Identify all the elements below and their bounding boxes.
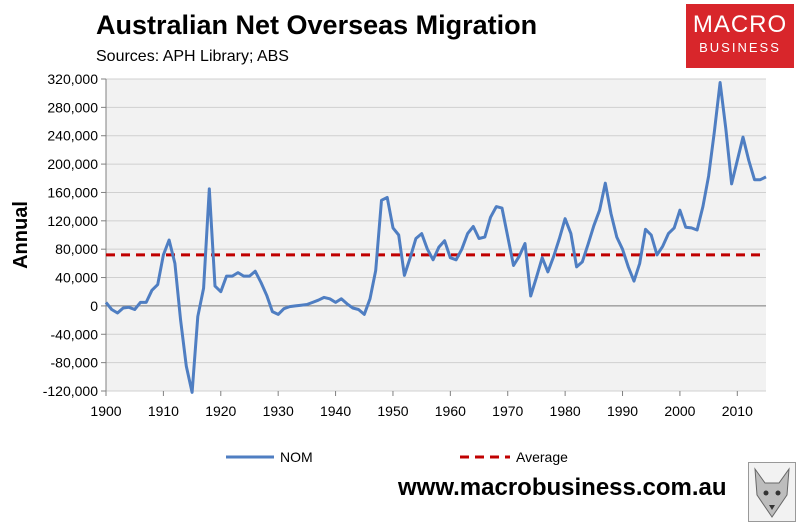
x-tick-label: 1910 <box>148 403 179 419</box>
x-tick-label: 1920 <box>205 403 236 419</box>
y-tick-label: -80,000 <box>51 355 99 371</box>
y-axis-ticks: -120,000 -80,000 -40,000 0 40,000 80,000 120,0… <box>43 71 106 399</box>
y-tick-label: 280,000 <box>47 99 98 115</box>
chart-title: Australian Net Overseas Migration <box>96 10 538 40</box>
x-tick-label: 1990 <box>607 403 638 419</box>
x-tick-label: 2010 <box>722 403 753 419</box>
y-tick-label: 0 <box>90 298 98 314</box>
x-tick-label: 2000 <box>664 403 695 419</box>
x-tick-label: 1900 <box>90 403 121 419</box>
x-tick-label: 1940 <box>320 403 351 419</box>
footer-url[interactable]: www.macrobusiness.com.au <box>398 474 727 501</box>
wolf-logo-image <box>748 462 796 522</box>
macrobusiness-logo[interactable]: MACRO BUSINESS <box>686 4 794 68</box>
wolf-icon <box>754 467 790 518</box>
series-nom-line <box>104 81 767 394</box>
x-axis-ticks: 1900 1910 1920 1930 1940 1950 1960 1970 1980 1990… <box>90 391 753 419</box>
y-axis-label: Annual <box>10 201 32 269</box>
y-tick-label: 320,000 <box>47 71 98 87</box>
y-tick-label: 160,000 <box>47 184 98 200</box>
y-tick-label: 200,000 <box>47 156 98 172</box>
y-tick-label: -40,000 <box>51 326 99 342</box>
y-tick-label: -120,000 <box>43 383 98 399</box>
y-tick-label: 40,000 <box>55 270 98 286</box>
x-tick-label: 1970 <box>492 403 523 419</box>
x-tick-label: 1930 <box>263 403 294 419</box>
logo-line-2: BUSINESS <box>699 40 781 55</box>
x-tick-label: 1980 <box>550 403 581 419</box>
y-tick-label: 240,000 <box>47 128 98 144</box>
legend-average-label: Average <box>516 449 568 465</box>
y-tick-label: 120,000 <box>47 213 98 229</box>
x-tick-label: 1960 <box>435 403 466 419</box>
gridlines <box>106 78 766 392</box>
legend: NOM Average <box>226 449 568 465</box>
chart-subtitle: Sources: APH Library; ABS <box>96 48 289 65</box>
x-tick-label: 1950 <box>377 403 408 419</box>
legend-nom-label: NOM <box>280 449 313 465</box>
y-tick-label: 80,000 <box>55 241 98 257</box>
logo-line-1: MACRO <box>692 11 788 38</box>
plot-background <box>106 79 766 391</box>
